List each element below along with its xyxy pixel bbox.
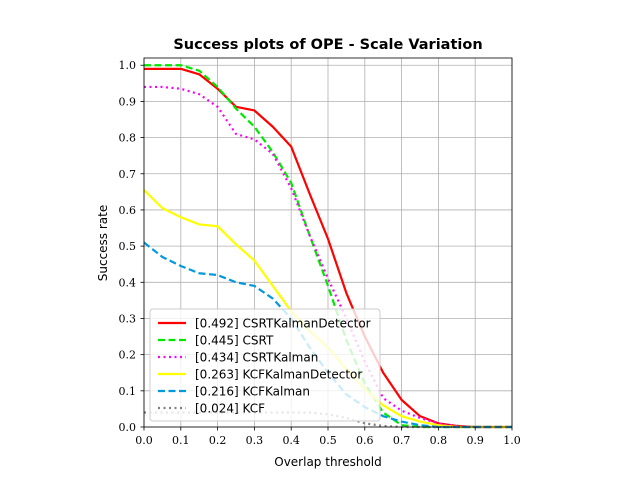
x-tick-label: 0.5 bbox=[319, 434, 337, 447]
legend-label: [0.024] KCF bbox=[195, 402, 265, 416]
y-tick-label: 1.0 bbox=[119, 59, 137, 72]
x-tick-label: 0.7 bbox=[393, 434, 411, 447]
legend: [0.492] CSRTKalmanDetector [0.445] CSRT [0… bbox=[149, 308, 381, 422]
x-tick-label: 0.4 bbox=[282, 434, 300, 447]
y-tick-label: 0.4 bbox=[119, 276, 137, 289]
x-axis-label: Overlap threshold bbox=[274, 455, 382, 469]
y-tick-label: 0.6 bbox=[119, 204, 137, 217]
y-tick-label: 0.2 bbox=[119, 349, 137, 362]
x-tick-label: 0.3 bbox=[246, 434, 264, 447]
series-line-2 bbox=[144, 64, 512, 429]
x-tick-label: 0.0 bbox=[135, 434, 153, 447]
x-tick-label: 0.9 bbox=[466, 434, 484, 447]
legend-label: [0.445] CSRT bbox=[195, 334, 274, 348]
legend-label: [0.434] CSRTKalman bbox=[195, 351, 318, 365]
x-tick-label: 1.0 bbox=[503, 434, 521, 447]
axis-ticks: 0.0 0.1 0.2 0.3 0.4 0.5 0.6 0.7 0.8 0.9 1.0 0.0 0.1 0… bbox=[119, 59, 521, 447]
y-tick-label: 0.5 bbox=[119, 240, 137, 253]
legend-label: [0.492] CSRTKalmanDetector bbox=[195, 317, 371, 331]
chart-title: Success plots of OPE - Scale Variation bbox=[173, 37, 482, 53]
legend-box bbox=[149, 308, 381, 422]
x-tick-label: 0.2 bbox=[209, 434, 227, 447]
x-tick-label: 0.8 bbox=[430, 434, 448, 447]
y-tick-label: 0.0 bbox=[119, 421, 137, 434]
y-tick-label: 0.9 bbox=[119, 95, 137, 108]
x-tick-label: 0.6 bbox=[356, 434, 374, 447]
x-tick-label: 0.1 bbox=[172, 434, 190, 447]
y-tick-label: 0.8 bbox=[119, 132, 137, 145]
y-tick-label: 0.3 bbox=[119, 312, 137, 325]
y-axis-label: Success rate bbox=[96, 205, 110, 282]
y-tick-label: 0.1 bbox=[119, 385, 137, 398]
y-tick-label: 0.7 bbox=[119, 168, 137, 181]
legend-label: [0.263] KCFKalmanDetector bbox=[195, 368, 362, 382]
legend-label: [0.216] KCFKalman bbox=[195, 385, 310, 399]
